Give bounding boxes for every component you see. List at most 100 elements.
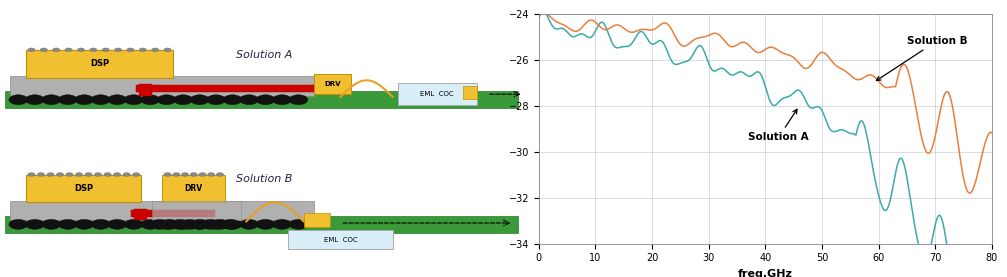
Circle shape: [42, 219, 60, 229]
FancyBboxPatch shape: [152, 201, 241, 220]
Circle shape: [58, 95, 78, 105]
Circle shape: [85, 173, 93, 176]
Text: Solution B: Solution B: [236, 174, 292, 184]
Circle shape: [206, 95, 226, 105]
Circle shape: [141, 219, 159, 229]
Circle shape: [240, 95, 259, 105]
Circle shape: [173, 95, 192, 105]
Circle shape: [200, 219, 220, 229]
Circle shape: [240, 219, 259, 229]
FancyBboxPatch shape: [26, 175, 141, 202]
Text: DSP: DSP: [90, 59, 109, 68]
Circle shape: [198, 173, 206, 176]
FancyBboxPatch shape: [314, 74, 350, 94]
FancyBboxPatch shape: [139, 84, 152, 96]
FancyBboxPatch shape: [5, 91, 519, 108]
Circle shape: [25, 219, 44, 229]
Circle shape: [52, 48, 59, 52]
Circle shape: [108, 95, 127, 105]
Circle shape: [9, 95, 28, 105]
Circle shape: [150, 219, 169, 229]
Text: EML  COC: EML COC: [323, 237, 357, 243]
Circle shape: [190, 173, 197, 176]
Circle shape: [170, 219, 189, 229]
Circle shape: [181, 173, 188, 176]
FancyBboxPatch shape: [10, 76, 314, 96]
Circle shape: [164, 173, 171, 176]
Circle shape: [46, 173, 54, 176]
Circle shape: [58, 219, 78, 229]
Circle shape: [180, 219, 199, 229]
Circle shape: [273, 219, 291, 229]
Circle shape: [172, 173, 180, 176]
Text: DRV: DRV: [324, 81, 340, 87]
FancyBboxPatch shape: [5, 216, 519, 233]
Circle shape: [28, 48, 35, 52]
FancyBboxPatch shape: [26, 50, 173, 78]
Circle shape: [190, 219, 209, 229]
Circle shape: [115, 48, 122, 52]
Circle shape: [190, 95, 209, 105]
Circle shape: [124, 219, 143, 229]
FancyBboxPatch shape: [398, 83, 476, 105]
Circle shape: [104, 173, 111, 176]
Circle shape: [25, 95, 44, 105]
FancyBboxPatch shape: [463, 86, 476, 99]
Circle shape: [273, 95, 291, 105]
Circle shape: [75, 95, 94, 105]
Circle shape: [206, 219, 226, 229]
Text: DSP: DSP: [75, 184, 94, 193]
Circle shape: [207, 173, 214, 176]
Circle shape: [90, 48, 97, 52]
Text: Solution A: Solution A: [748, 109, 809, 142]
FancyBboxPatch shape: [136, 85, 335, 92]
Circle shape: [224, 95, 242, 105]
Circle shape: [151, 48, 159, 52]
Circle shape: [133, 173, 140, 176]
Circle shape: [289, 219, 308, 229]
Circle shape: [40, 48, 47, 52]
Circle shape: [92, 95, 110, 105]
Circle shape: [173, 219, 192, 229]
FancyBboxPatch shape: [304, 213, 330, 227]
Circle shape: [123, 173, 130, 176]
Circle shape: [210, 219, 230, 229]
Circle shape: [190, 219, 209, 229]
Circle shape: [64, 48, 73, 52]
X-axis label: freq.GHz: freq.GHz: [738, 269, 793, 277]
FancyBboxPatch shape: [134, 209, 147, 220]
Circle shape: [160, 219, 179, 229]
Circle shape: [108, 219, 127, 229]
Text: Solution A: Solution A: [236, 50, 292, 60]
Circle shape: [139, 48, 146, 52]
Circle shape: [256, 219, 275, 229]
Circle shape: [157, 219, 176, 229]
FancyBboxPatch shape: [131, 210, 214, 217]
Circle shape: [9, 219, 28, 229]
Circle shape: [289, 95, 308, 105]
Circle shape: [95, 173, 102, 176]
Text: DRV: DRV: [184, 184, 202, 193]
Circle shape: [65, 173, 74, 176]
Circle shape: [37, 173, 44, 176]
Text: EML  COC: EML COC: [421, 91, 454, 97]
Circle shape: [102, 48, 110, 52]
Circle shape: [164, 48, 171, 52]
Circle shape: [221, 219, 240, 229]
Circle shape: [78, 48, 85, 52]
Circle shape: [157, 95, 176, 105]
FancyBboxPatch shape: [10, 201, 314, 220]
Circle shape: [76, 173, 83, 176]
Circle shape: [75, 219, 94, 229]
FancyBboxPatch shape: [162, 175, 226, 202]
Circle shape: [256, 95, 275, 105]
Circle shape: [92, 219, 110, 229]
Circle shape: [217, 173, 224, 176]
Circle shape: [114, 173, 121, 176]
Circle shape: [141, 95, 159, 105]
Circle shape: [28, 173, 35, 176]
Text: Solution B: Solution B: [876, 36, 968, 81]
FancyBboxPatch shape: [288, 230, 393, 249]
Circle shape: [56, 173, 63, 176]
Circle shape: [124, 95, 143, 105]
